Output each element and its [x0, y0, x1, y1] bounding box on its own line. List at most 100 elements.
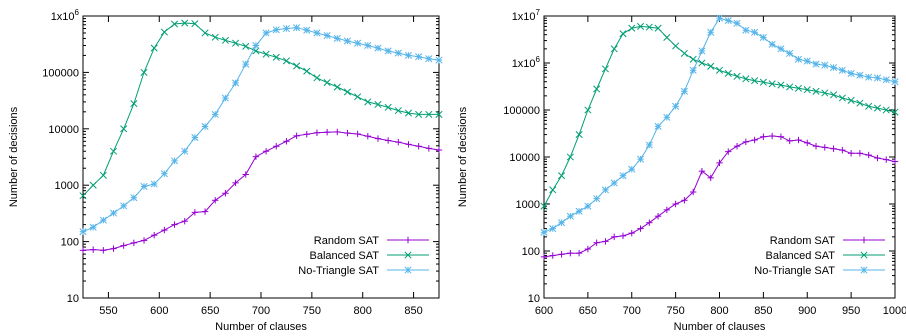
data-point — [786, 137, 793, 145]
data-point — [130, 239, 138, 247]
data-point — [160, 28, 168, 36]
series-no-triangle-sat — [540, 14, 899, 236]
data-point — [874, 154, 881, 162]
data-point — [611, 233, 618, 241]
data-point — [645, 23, 653, 31]
data-point — [170, 157, 179, 165]
data-point — [856, 150, 864, 157]
data-point — [566, 212, 574, 220]
data-point — [865, 151, 872, 159]
data-point — [242, 60, 250, 68]
data-point — [830, 145, 837, 152]
data-point — [343, 37, 352, 45]
data-point — [742, 138, 750, 146]
x-tick-label: 750 — [303, 305, 321, 317]
data-point — [645, 141, 653, 149]
data-point — [680, 49, 688, 57]
data-point — [839, 146, 846, 154]
data-point — [794, 84, 803, 92]
data-point — [201, 208, 209, 215]
data-point — [724, 69, 732, 77]
data-point — [566, 153, 574, 161]
data-point — [323, 129, 331, 136]
data-point — [282, 24, 290, 33]
data-point — [812, 60, 820, 68]
data-point — [715, 14, 724, 22]
data-point — [654, 24, 662, 32]
data-point — [130, 194, 138, 202]
data-point — [698, 47, 706, 55]
data-point — [584, 245, 592, 253]
data-point — [334, 128, 341, 136]
data-point — [707, 62, 715, 70]
data-point — [794, 55, 803, 63]
data-point — [821, 89, 829, 97]
x-tick-label: 650 — [579, 305, 597, 317]
series-no-triangle-sat — [79, 24, 443, 236]
data-point — [689, 66, 697, 74]
data-point — [262, 50, 270, 58]
data-point — [549, 186, 557, 194]
data-point — [619, 172, 627, 180]
data-point — [593, 239, 600, 246]
data-point — [425, 110, 433, 118]
y-tick-label: 1000 — [55, 180, 79, 192]
data-point — [191, 20, 199, 28]
data-point — [891, 78, 899, 86]
data-point — [759, 78, 767, 86]
data-point — [232, 79, 240, 87]
data-point — [795, 136, 802, 144]
data-point — [847, 96, 855, 104]
data-point — [742, 26, 750, 34]
y-tick-label: 1x106 — [512, 55, 541, 70]
x-axis-label: Number of clauses — [215, 321, 307, 333]
legend-marker — [404, 266, 412, 274]
plot-frame — [82, 15, 440, 299]
data-point — [883, 156, 890, 163]
data-point — [170, 20, 179, 28]
series-line — [82, 131, 440, 251]
y-axis-label: Number of decisions — [457, 106, 469, 207]
legend-label: No-Triangle SAT — [298, 265, 379, 277]
data-point — [628, 24, 636, 32]
data-point — [120, 242, 127, 249]
data-point — [435, 56, 443, 64]
data-point — [333, 34, 341, 42]
data-point — [733, 72, 741, 80]
data-point — [672, 102, 680, 110]
data-point — [593, 85, 601, 93]
data-point — [384, 137, 392, 144]
data-point — [610, 45, 618, 53]
data-point — [663, 113, 671, 121]
data-point — [89, 246, 97, 253]
data-point — [882, 76, 890, 84]
data-point — [272, 53, 280, 61]
data-point — [663, 33, 671, 41]
data-point — [540, 202, 548, 210]
data-point — [838, 66, 846, 74]
data-point — [760, 133, 767, 140]
data-point — [803, 57, 811, 65]
data-point — [323, 32, 331, 40]
data-point — [759, 33, 767, 41]
data-point — [786, 49, 794, 57]
data-point — [619, 30, 627, 38]
x-tick-label: 850 — [404, 305, 422, 317]
y-tick-label: 1000 — [516, 199, 540, 211]
data-point — [313, 129, 321, 136]
legend-marker — [860, 251, 868, 259]
data-point — [303, 131, 310, 138]
data-point — [151, 231, 158, 239]
data-point — [100, 247, 107, 254]
data-point — [109, 209, 118, 217]
series-line — [82, 27, 440, 233]
legend-label: Balanced SAT — [309, 250, 379, 262]
data-point — [733, 142, 741, 150]
data-point — [415, 110, 423, 118]
data-point — [725, 148, 732, 155]
data-point — [733, 19, 741, 27]
data-point — [654, 122, 662, 130]
series-random-sat — [540, 132, 899, 261]
data-point — [689, 55, 697, 63]
data-point — [540, 253, 548, 261]
